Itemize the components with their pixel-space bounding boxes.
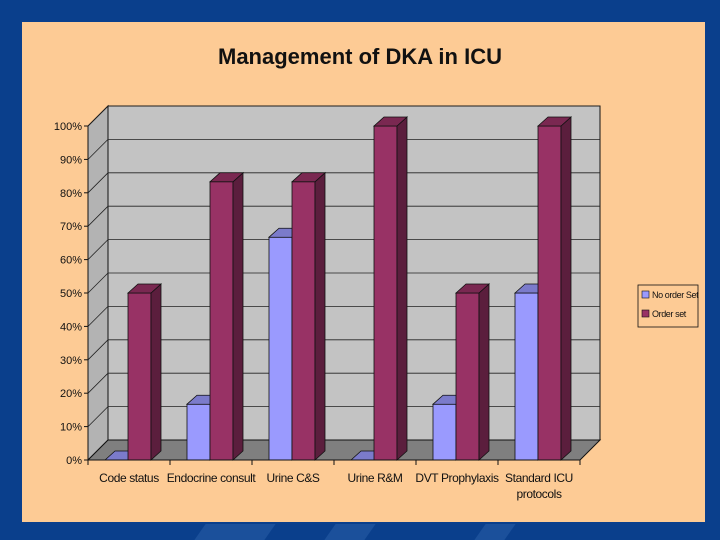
gridline — [87, 339, 109, 361]
bar-front — [291, 181, 316, 461]
bar-top — [536, 116, 573, 127]
bar — [454, 283, 491, 461]
y-tick-label: 100% — [54, 121, 82, 133]
x-axis: Code status Endocrine consult Urine C&S Uri… — [87, 459, 581, 501]
bar — [372, 116, 409, 461]
x-tick-label-line: Code status — [99, 471, 159, 485]
y-tick-label: 30% — [60, 355, 82, 367]
x-tick-label: DVT Prophylaxis — [415, 471, 499, 485]
gridline — [87, 239, 109, 260]
gridline — [87, 372, 109, 394]
y-tick-label: 60% — [60, 255, 82, 267]
y-tick-label: 40% — [60, 321, 82, 333]
x-tick-label-line: Urine R&M — [347, 471, 402, 485]
gridline — [87, 205, 109, 227]
bar-front — [186, 403, 211, 461]
gridline — [87, 272, 109, 294]
bar-side — [150, 283, 162, 461]
y-tick-label: 90% — [60, 154, 82, 166]
bar-side — [232, 171, 244, 461]
bar — [290, 171, 327, 461]
x-tick-label: Code status — [99, 471, 159, 485]
gridline — [87, 139, 109, 160]
gridline — [87, 306, 109, 327]
x-tick-label-line: DVT Prophylaxis — [415, 471, 499, 485]
bar-front — [373, 125, 398, 461]
bar-top — [290, 172, 327, 183]
y-tick-label: 70% — [60, 221, 82, 233]
bar-front — [268, 236, 293, 461]
bar — [536, 116, 573, 461]
x-tick-label-line: Standard ICU — [505, 471, 573, 485]
bar-front — [209, 181, 234, 461]
x-tick-label: Standard ICU protocols — [505, 471, 573, 501]
bar-front — [537, 125, 562, 461]
gridline — [87, 406, 109, 427]
x-tick-label-line: Endocrine consult — [167, 471, 257, 485]
x-tick-label: Urine R&M — [347, 471, 402, 485]
gridline — [87, 105, 109, 127]
y-tick-label: 80% — [60, 188, 82, 200]
y-tick-label: 10% — [60, 422, 82, 434]
legend: No order Set Order set — [637, 284, 700, 328]
bar-front — [455, 292, 480, 461]
bar — [126, 283, 163, 461]
gridline — [87, 172, 109, 194]
x-tick-label: Endocrine consult — [167, 471, 257, 485]
legend-swatch — [641, 290, 650, 299]
bar-front — [514, 292, 539, 461]
legend-label: No order Set — [652, 290, 699, 300]
y-tick-label: 50% — [60, 288, 82, 300]
bar-side — [478, 283, 490, 461]
y-tick-label: 0% — [66, 455, 82, 467]
bar-side — [396, 116, 408, 461]
y-tick-label: 20% — [60, 388, 82, 400]
legend-swatch — [641, 309, 650, 318]
bar-top — [126, 283, 163, 294]
bar-front — [432, 403, 457, 461]
bar-top — [208, 172, 245, 183]
x-tick-label-line: Urine C&S — [266, 471, 319, 485]
bar-side — [560, 116, 572, 461]
y-axis: 0% 10% 20% 30% 40% 50% 60% 70% 80% 90% 100% — [54, 121, 89, 467]
x-tick-label-line: protocols — [516, 487, 561, 501]
bar-front — [127, 292, 152, 461]
bar-top — [454, 283, 491, 294]
x-tick-label: Urine C&S — [266, 471, 319, 485]
legend-label: Order set — [652, 309, 687, 319]
chart-title: Management of DKA in ICU — [218, 44, 502, 69]
bar-top — [372, 116, 409, 127]
bar — [208, 171, 245, 461]
bar-side — [314, 171, 326, 461]
